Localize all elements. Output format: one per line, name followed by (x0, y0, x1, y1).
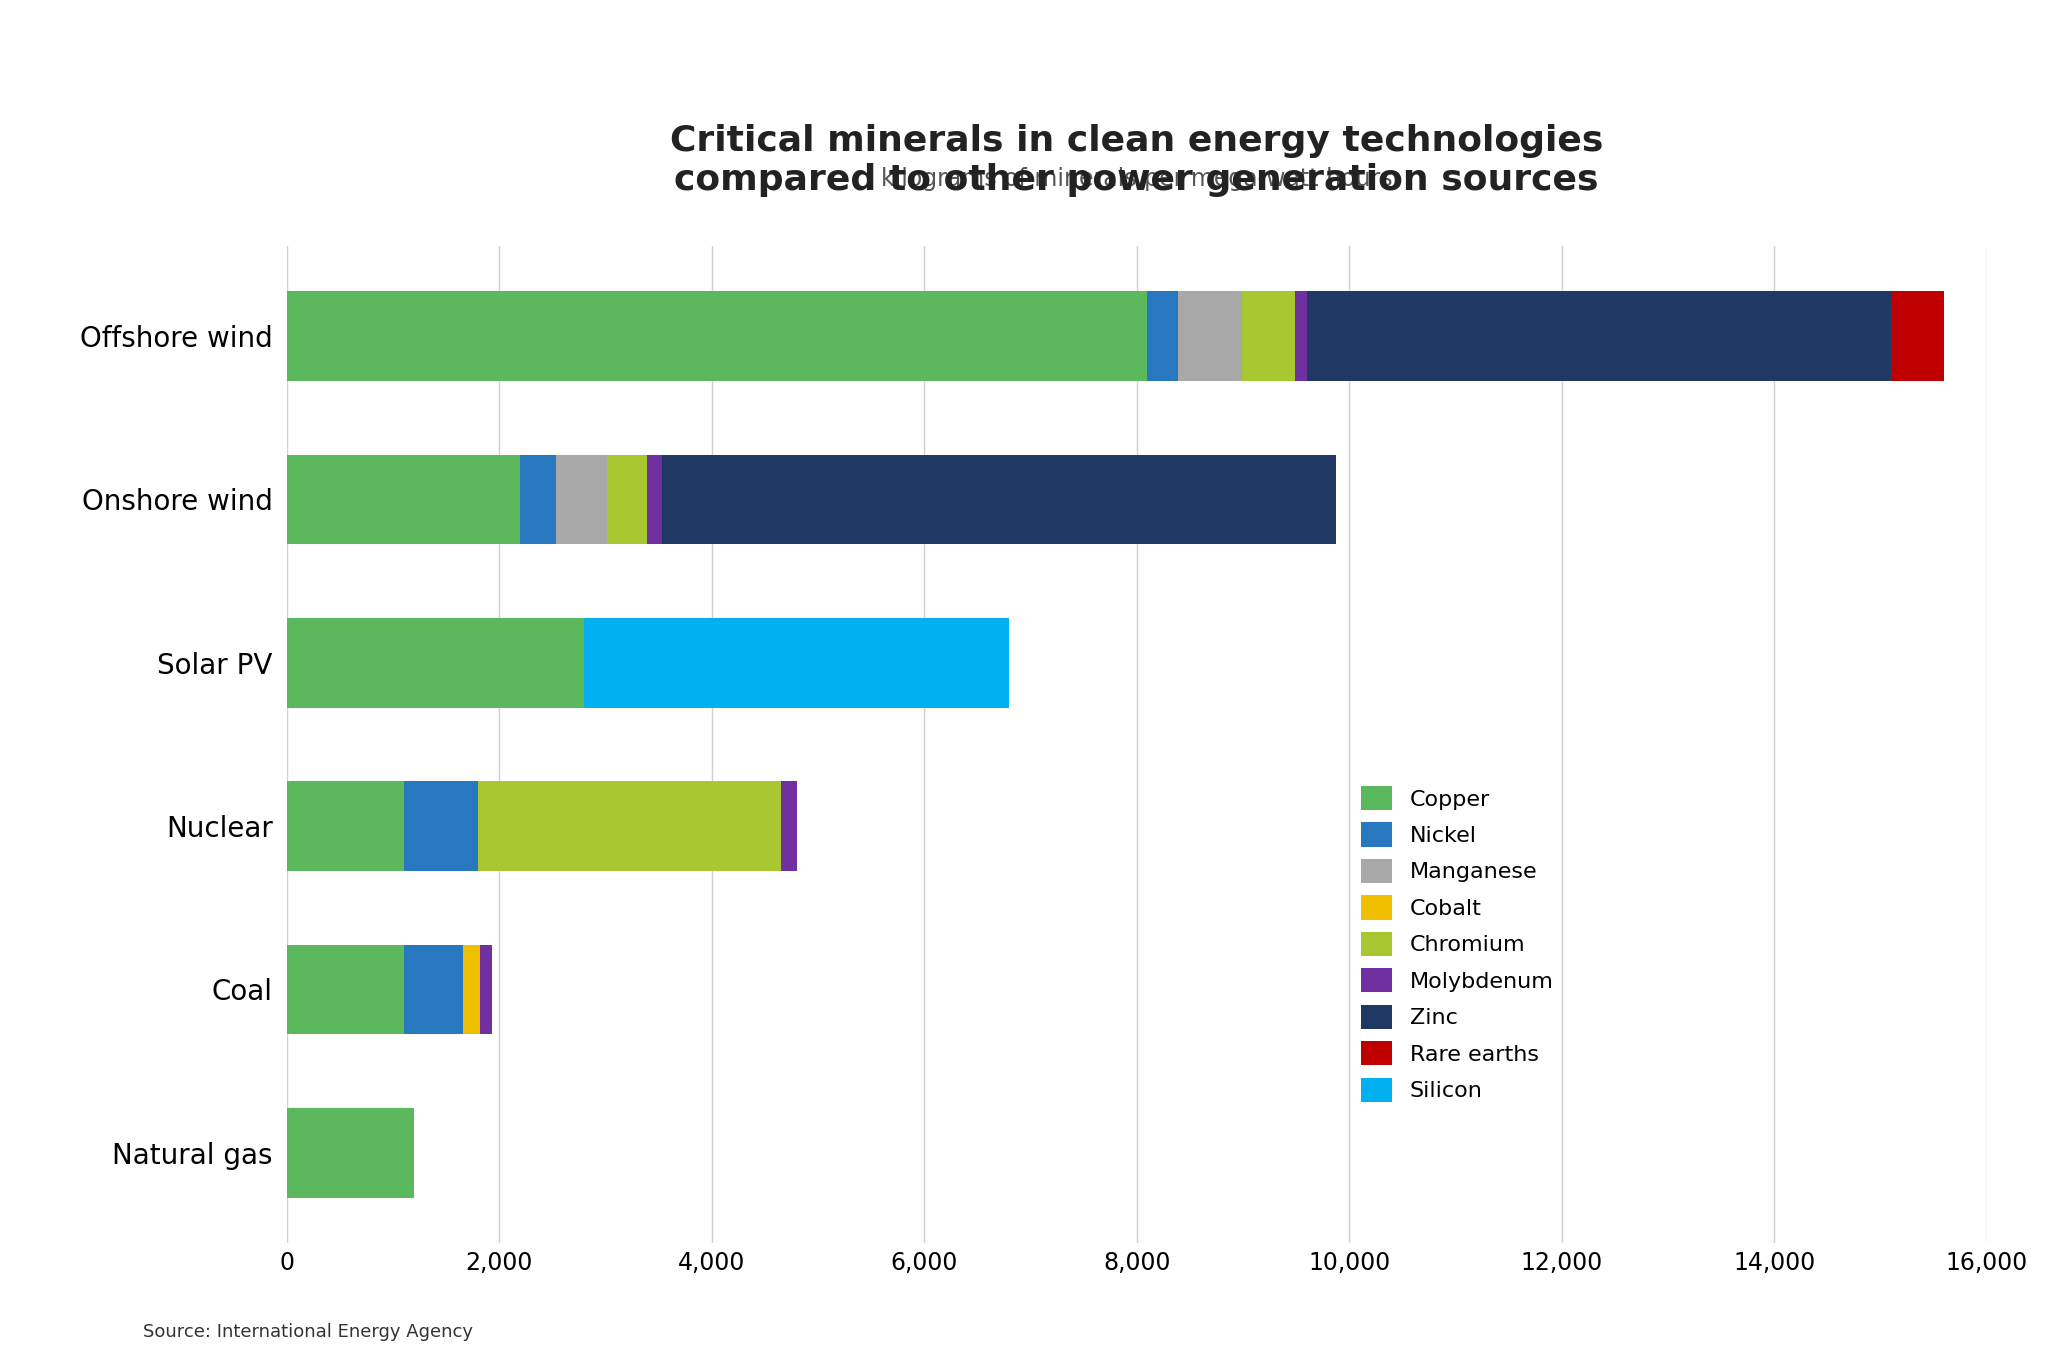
Bar (647, 455, 662, 545)
Bar (403, 944, 463, 1034)
Bar (479, 944, 492, 1034)
Bar (662, 455, 1337, 545)
Bar (780, 781, 797, 872)
Bar (287, 781, 403, 872)
Bar (606, 455, 647, 545)
Bar (1307, 291, 1890, 381)
Bar (477, 781, 780, 872)
Bar (287, 944, 403, 1034)
Bar (1147, 291, 1178, 381)
Bar (1294, 291, 1307, 381)
Legend: Copper, Nickel, Manganese, Cobalt, Chromium, Molybdenum, Zinc, Rare earths, Sili: Copper, Nickel, Manganese, Cobalt, Chrom… (1352, 777, 1563, 1111)
Bar (1178, 291, 1241, 381)
Bar (287, 455, 520, 545)
Bar (555, 455, 606, 545)
Bar (403, 781, 477, 872)
Bar (287, 291, 1147, 381)
Bar (1241, 291, 1294, 381)
Bar (463, 944, 479, 1034)
Bar (520, 455, 555, 545)
Bar (287, 1108, 414, 1198)
Text: kilograms of minerals per mega-watt hours: kilograms of minerals per mega-watt hour… (881, 167, 1393, 191)
Text: Source: International Energy Agency: Source: International Energy Agency (143, 1324, 473, 1341)
Bar (1890, 291, 1944, 381)
Bar (287, 617, 584, 708)
Title: Critical minerals in clean energy technologies
compared to other power generatio: Critical minerals in clean energy techno… (670, 124, 1604, 197)
Bar (584, 617, 1010, 708)
